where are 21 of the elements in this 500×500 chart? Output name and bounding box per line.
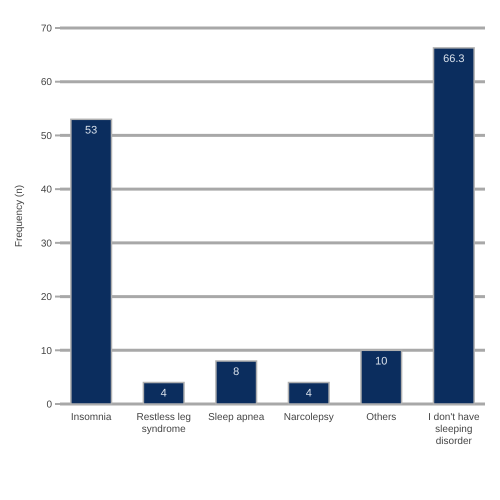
data-label: 53 [85,124,98,136]
y-tick-label: 0 [46,400,52,410]
data-label: 4 [306,388,312,400]
y-tick-label: 70 [40,24,52,34]
data-label: 4 [160,388,167,400]
y-tick-label: 20 [40,292,52,304]
x-tick-label: Sleep apnea [208,412,265,423]
data-label: 8 [233,366,240,378]
y-tick-label: 40 [40,184,52,196]
y-tick-label: 50 [40,130,52,142]
data-label: 66.3 [443,52,465,65]
data-label: 10 [375,355,388,368]
y-axis-title: Frequency (n) [14,184,25,248]
y-tick-label: 30 [40,238,52,250]
y-tick-label: 10 [40,346,52,357]
y-tick-label: 60 [40,77,52,88]
x-tick-label: Restless leg syndrome [136,412,191,435]
x-tick-label: Narcolepsy [284,412,334,423]
x-tick-label: I don't have sleeping disorder [428,412,480,447]
x-tick-label: Others [366,412,396,423]
x-tick-label: Insomnia [70,412,112,423]
